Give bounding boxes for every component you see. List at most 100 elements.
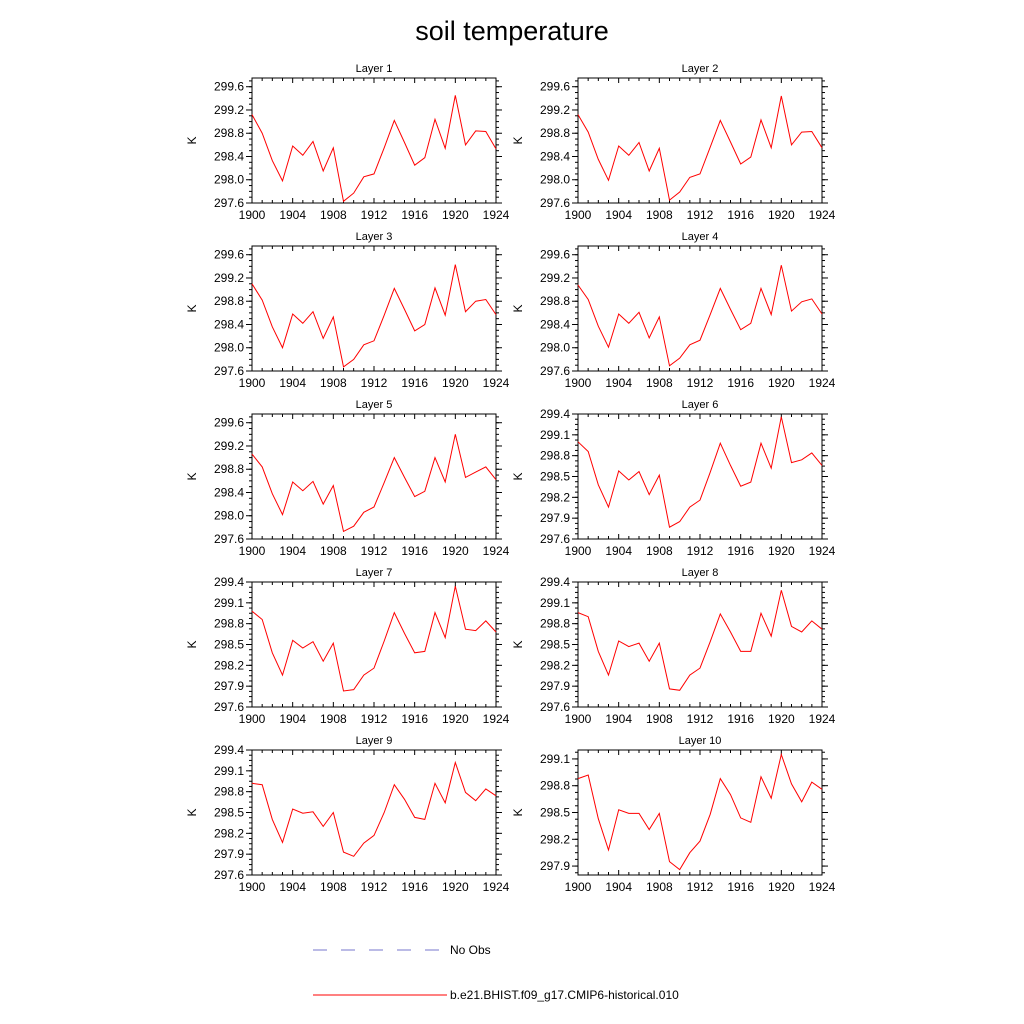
x-tick-label: 1920 (768, 376, 795, 390)
x-tick-label: 1904 (605, 376, 632, 390)
x-tick-label: 1920 (768, 712, 795, 726)
y-tick-label: 299.4 (540, 407, 570, 421)
y-tick-label: 298.8 (214, 617, 244, 631)
series-line-model (251, 264, 497, 368)
y-axis-label: K (511, 472, 525, 480)
x-tick-label: 1900 (239, 208, 266, 222)
x-tick-label: 1924 (809, 712, 836, 726)
y-tick-label: 298.4 (214, 317, 244, 331)
y-tick-label: 298.8 (214, 294, 244, 308)
x-tick-label: 1912 (687, 208, 714, 222)
plot-frame (577, 77, 823, 204)
x-tick-label: 1924 (483, 208, 510, 222)
x-tick-label: 1924 (809, 376, 836, 390)
plot-frame (251, 413, 497, 540)
y-tick-label: 298.2 (540, 832, 570, 846)
y-tick-label: 299.4 (214, 743, 244, 757)
x-tick-label: 1920 (768, 208, 795, 222)
x-tick-label: 1912 (361, 880, 388, 894)
panel-layer-1: Layer 1 1900 1904 1908 1912 1916 1920 1924 297.6… (185, 63, 510, 222)
plot-frame (577, 245, 823, 372)
legend-model-label: b.e21.BHIST.f09_g17.CMIP6-historical.010 (450, 988, 679, 1002)
y-tick-label: 299.2 (540, 271, 570, 285)
y-tick-label: 298.8 (214, 785, 244, 799)
y-tick-label: 298.5 (214, 806, 244, 820)
panel-title: Layer 5 (356, 399, 393, 411)
y-tick-label: 299.1 (214, 596, 244, 610)
figure-title: soil temperature (415, 16, 609, 46)
series-line-model (577, 416, 823, 528)
x-tick-label: 1912 (361, 712, 388, 726)
y-axis-label: K (185, 472, 199, 480)
y-tick-label: 298.8 (214, 462, 244, 476)
x-tick-label: 1908 (320, 544, 347, 558)
x-tick-label: 1900 (565, 208, 592, 222)
x-tick-label: 1920 (442, 712, 469, 726)
x-tick-label: 1912 (687, 712, 714, 726)
panel-title: Layer 9 (356, 735, 393, 747)
panel-layer-9: Layer 9 1900 1904 1908 1912 1916 1920 1924 297.6… (185, 735, 510, 894)
y-tick-label: 297.9 (214, 847, 244, 861)
y-tick-label: 298.5 (540, 470, 570, 484)
y-tick-label: 298.8 (540, 294, 570, 308)
y-tick-label: 299.2 (214, 103, 244, 117)
x-tick-label: 1916 (401, 880, 428, 894)
y-tick-label: 298.4 (540, 149, 570, 163)
y-tick-label: 299.4 (214, 575, 244, 589)
x-tick-label: 1912 (361, 544, 388, 558)
panel-layer-2: Layer 2 1900 1904 1908 1912 1916 1920 1924 297.6… (511, 63, 836, 222)
x-tick-label: 1900 (239, 376, 266, 390)
series-line-model (577, 265, 823, 367)
y-tick-label: 297.6 (214, 532, 244, 546)
panel-layer-5: Layer 5 1900 1904 1908 1912 1916 1920 1924 297.6… (185, 399, 510, 558)
y-tick-label: 299.4 (540, 575, 570, 589)
y-tick-label: 299.1 (540, 596, 570, 610)
y-tick-label: 299.6 (214, 416, 244, 430)
panel-layer-6: Layer 6 1900 1904 1908 1912 1916 1920 1924 297.6… (511, 399, 836, 558)
x-tick-label: 1924 (483, 544, 510, 558)
plot-frame (251, 749, 497, 876)
x-tick-label: 1916 (727, 208, 754, 222)
x-tick-label: 1908 (646, 712, 673, 726)
y-tick-label: 297.6 (214, 196, 244, 210)
panel-layer-10: Layer 10 1900 1904 1908 1912 1916 1920 1924 297.… (511, 735, 836, 894)
x-tick-label: 1908 (320, 880, 347, 894)
x-tick-label: 1900 (239, 712, 266, 726)
y-axis-label: K (185, 808, 199, 816)
x-tick-label: 1900 (239, 544, 266, 558)
plot-frame (577, 749, 823, 876)
y-axis-label: K (511, 304, 525, 312)
x-tick-label: 1916 (401, 712, 428, 726)
y-axis-label: K (511, 640, 525, 648)
panel-layer-8: Layer 8 1900 1904 1908 1912 1916 1920 1924 297.6… (511, 567, 836, 726)
panel-layer-3: Layer 3 1900 1904 1908 1912 1916 1920 1924 297.6… (185, 231, 510, 390)
panel-title: Layer 7 (356, 567, 393, 579)
plot-frame (251, 581, 497, 708)
y-tick-label: 297.9 (540, 679, 570, 693)
y-tick-label: 298.8 (214, 126, 244, 140)
x-tick-label: 1904 (279, 712, 306, 726)
x-tick-label: 1912 (687, 880, 714, 894)
y-tick-label: 298.2 (214, 826, 244, 840)
x-tick-label: 1908 (646, 544, 673, 558)
x-tick-label: 1920 (442, 544, 469, 558)
x-tick-label: 1904 (605, 208, 632, 222)
series-line-model (577, 752, 823, 871)
series-line-model (577, 95, 823, 202)
panels: Layer 1 1900 1904 1908 1912 1916 1920 1924 297.6… (185, 63, 836, 894)
y-tick-label: 298.4 (214, 485, 244, 499)
panel-layer-7: Layer 7 1900 1904 1908 1912 1916 1920 1924 297.6… (185, 567, 510, 726)
y-tick-label: 298.5 (540, 638, 570, 652)
x-tick-label: 1904 (279, 544, 306, 558)
y-tick-label: 298.0 (540, 341, 570, 355)
x-tick-label: 1904 (279, 208, 306, 222)
x-tick-label: 1908 (320, 376, 347, 390)
x-tick-label: 1920 (768, 880, 795, 894)
y-tick-label: 299.1 (214, 764, 244, 778)
x-tick-label: 1904 (279, 376, 306, 390)
y-tick-label: 297.6 (540, 364, 570, 378)
x-tick-label: 1912 (361, 376, 388, 390)
y-tick-label: 297.6 (214, 700, 244, 714)
panel-title: Layer 3 (356, 231, 393, 243)
